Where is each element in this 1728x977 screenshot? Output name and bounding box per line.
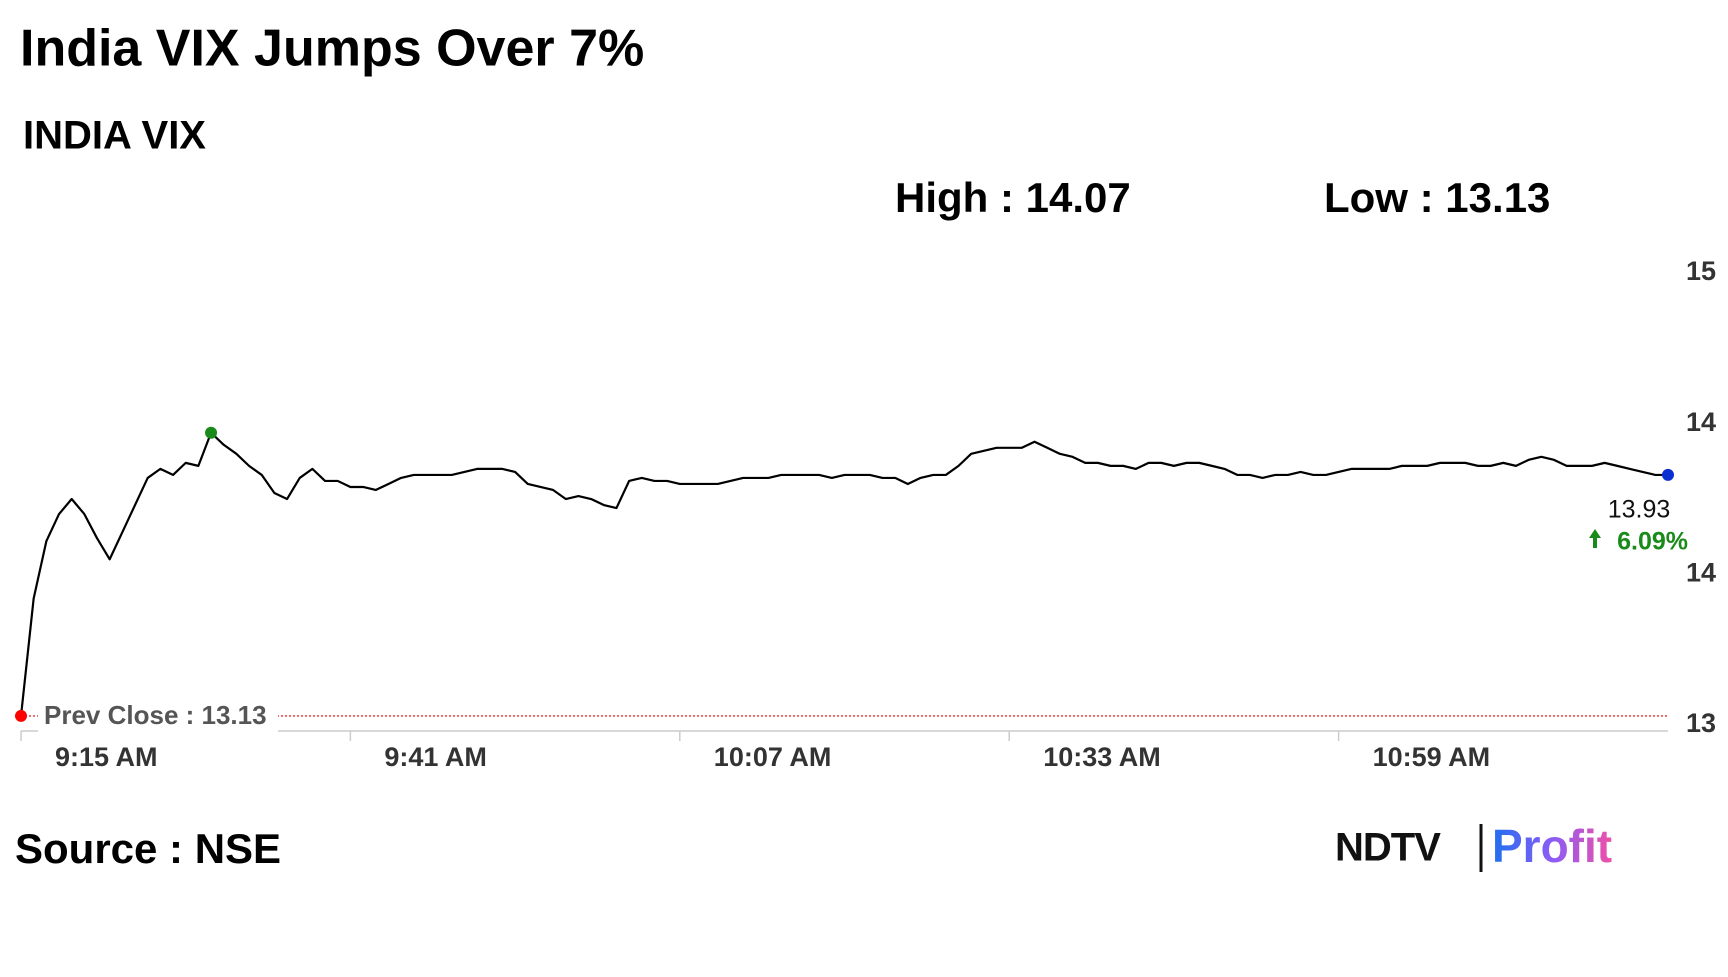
- marker: [1662, 468, 1674, 481]
- y-tick-label: 15: [1686, 256, 1716, 286]
- x-tick-label: 9:15 AM: [55, 742, 158, 772]
- up-arrow: [1589, 529, 1601, 548]
- x-tick-label: 10:07 AM: [714, 742, 832, 772]
- low-label: Low : 13.13: [1324, 174, 1550, 221]
- prev-close-bg: [38, 699, 278, 732]
- x-tick-label: 10:59 AM: [1373, 742, 1491, 772]
- y-tick-label: 14: [1686, 557, 1716, 587]
- high-label: High : 14.07: [895, 174, 1131, 221]
- y-tick-label: 14: [1686, 407, 1716, 437]
- chart-subtitle: INDIA VIX: [23, 114, 206, 158]
- logo-right: Profit: [1492, 820, 1612, 872]
- x-tick-label: 9:41 AM: [384, 742, 487, 772]
- last-value-label: 13.93: [1608, 496, 1671, 524]
- logo-left: NDTV: [1335, 826, 1441, 870]
- y-tick-label: 13: [1686, 708, 1716, 738]
- series-line: [19, 431, 1668, 717]
- marker: [15, 709, 27, 722]
- change-label: 6.09%: [1617, 528, 1688, 556]
- source: Source : NSE: [15, 825, 281, 872]
- marker: [205, 426, 218, 439]
- chart-title: India VIX Jumps Over 7%: [20, 20, 644, 78]
- prev-close-label: Prev Close : 13.13: [44, 700, 267, 730]
- x-tick-label: 10:33 AM: [1043, 742, 1161, 772]
